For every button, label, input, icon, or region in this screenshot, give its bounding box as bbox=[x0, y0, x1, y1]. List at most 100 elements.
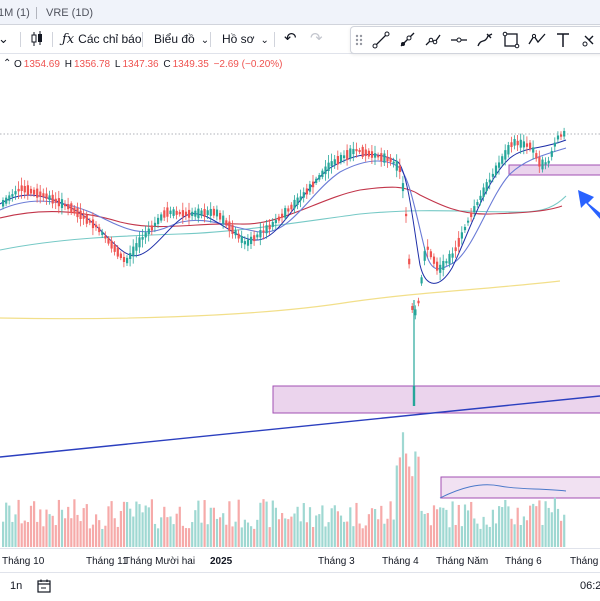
candle-body bbox=[460, 232, 463, 239]
candle-body bbox=[268, 224, 271, 230]
volume-bar bbox=[296, 506, 299, 547]
volume-bar bbox=[358, 523, 361, 547]
drag-handle-icon[interactable] bbox=[353, 30, 365, 50]
price-chart[interactable] bbox=[0, 74, 600, 548]
volume-bar bbox=[476, 523, 479, 547]
calendar-goto-icon[interactable] bbox=[36, 578, 52, 594]
brush-icon[interactable] bbox=[475, 30, 495, 50]
volume-bar bbox=[494, 523, 498, 547]
volume-bar bbox=[197, 500, 200, 547]
volume-bar bbox=[67, 506, 70, 547]
volume-bar bbox=[268, 527, 271, 547]
volume-bar bbox=[95, 514, 98, 547]
candle-body bbox=[126, 257, 129, 264]
volume-bar bbox=[305, 522, 308, 547]
more-tools-icon[interactable] bbox=[579, 30, 599, 50]
volume-bar bbox=[203, 500, 206, 547]
volume-bar bbox=[274, 507, 277, 547]
pitchfork-icon[interactable] bbox=[423, 30, 443, 50]
candle-body bbox=[20, 185, 23, 191]
volume-bar bbox=[188, 528, 191, 547]
trend-line[interactable] bbox=[0, 395, 600, 458]
trend-line-icon[interactable] bbox=[371, 30, 391, 50]
volume-bar bbox=[327, 522, 330, 547]
volume-bar bbox=[445, 509, 448, 547]
change-value: −2.69 (−0.20%) bbox=[213, 59, 283, 70]
candle-body bbox=[104, 235, 107, 239]
candle-body bbox=[336, 156, 339, 165]
volume-bar bbox=[163, 506, 166, 547]
tab-symbol[interactable]: VRE (1D) bbox=[46, 7, 94, 19]
candle-body bbox=[380, 153, 383, 162]
volume-bar bbox=[510, 518, 513, 547]
candle-body bbox=[212, 208, 215, 216]
ohlc-legend: O 1354.69 H 1356.78 L 1347.36 C 1349.35 −2.6… bbox=[14, 59, 285, 70]
volume-bar bbox=[426, 513, 429, 547]
support-zone-box[interactable] bbox=[272, 385, 600, 414]
close-value: 1349.35 bbox=[172, 59, 209, 70]
candle-body bbox=[398, 165, 401, 173]
text-tool-icon[interactable] bbox=[553, 30, 573, 50]
volume-zone-box[interactable] bbox=[440, 476, 600, 499]
candle-body bbox=[17, 188, 20, 192]
candle-body bbox=[553, 142, 556, 147]
candle-body bbox=[525, 143, 529, 147]
profile-menu-button[interactable]: Hồ sơ ⌄ bbox=[222, 29, 269, 49]
tab-1m[interactable]: 1M (1) bbox=[0, 7, 30, 19]
candle-body bbox=[51, 194, 54, 204]
volume-bar bbox=[507, 506, 510, 547]
candles-icon[interactable] bbox=[30, 30, 44, 48]
volume-bar bbox=[281, 513, 284, 547]
legend-toggle-icon[interactable]: ⌃ bbox=[3, 58, 12, 69]
tab-divider bbox=[36, 7, 37, 19]
candle-body bbox=[529, 142, 532, 149]
candle-body bbox=[457, 237, 460, 247]
candle-body bbox=[157, 217, 160, 225]
volume-bar bbox=[104, 525, 107, 547]
bottom-toolbar: 1n 06:2 bbox=[0, 572, 600, 601]
volume-bar bbox=[553, 497, 556, 547]
rectangle-icon[interactable] bbox=[501, 30, 521, 50]
candle-body bbox=[240, 235, 243, 243]
volume-bar bbox=[429, 525, 432, 547]
volume-bar bbox=[451, 501, 454, 547]
candle-body bbox=[287, 208, 290, 212]
candle-body bbox=[377, 155, 380, 158]
volume-bar bbox=[153, 523, 157, 547]
low-label: L bbox=[114, 59, 121, 70]
volume-bar bbox=[8, 505, 11, 547]
candle-body bbox=[513, 139, 516, 146]
volume-bar bbox=[287, 519, 290, 547]
candle-body bbox=[26, 185, 29, 196]
redo-icon[interactable]: ↷ bbox=[310, 30, 323, 47]
path-icon[interactable] bbox=[527, 30, 547, 50]
candle-body bbox=[467, 220, 470, 223]
volume-bar bbox=[522, 516, 525, 547]
undo-icon[interactable]: ↶ bbox=[284, 30, 297, 47]
arrow-annotation[interactable] bbox=[578, 190, 600, 220]
ray-icon[interactable] bbox=[397, 30, 417, 50]
interval-button[interactable]: 1n bbox=[10, 580, 23, 592]
candle-body bbox=[54, 198, 57, 203]
volume-bar bbox=[107, 506, 110, 547]
volume-bar bbox=[64, 518, 67, 547]
candle-body bbox=[401, 183, 405, 192]
chevron-down-icon[interactable]: ⌄ bbox=[0, 31, 9, 46]
volume-bar bbox=[225, 524, 228, 547]
volume-bar bbox=[240, 527, 243, 547]
indicators-button[interactable]: ƒx Các chỉ báo bbox=[62, 29, 142, 49]
candle-body bbox=[476, 202, 479, 206]
chart-type-menu-button[interactable]: Biểu đồ ⌄ bbox=[154, 29, 209, 49]
candle-body bbox=[284, 208, 287, 218]
candle-body bbox=[144, 232, 147, 238]
toolbar-divider bbox=[274, 32, 275, 47]
candle-body bbox=[23, 185, 26, 193]
time-axis[interactable]: Tháng 10 Tháng 11 Tháng Mười hai 2025 Th… bbox=[0, 548, 600, 573]
volume-bar bbox=[14, 514, 17, 547]
volume-bar bbox=[222, 513, 225, 547]
candle-body bbox=[501, 156, 504, 164]
resistance-zone-box[interactable] bbox=[508, 164, 600, 176]
volume-bar bbox=[70, 518, 73, 547]
candle-body bbox=[256, 234, 259, 238]
horizontal-line-icon[interactable] bbox=[449, 30, 469, 50]
